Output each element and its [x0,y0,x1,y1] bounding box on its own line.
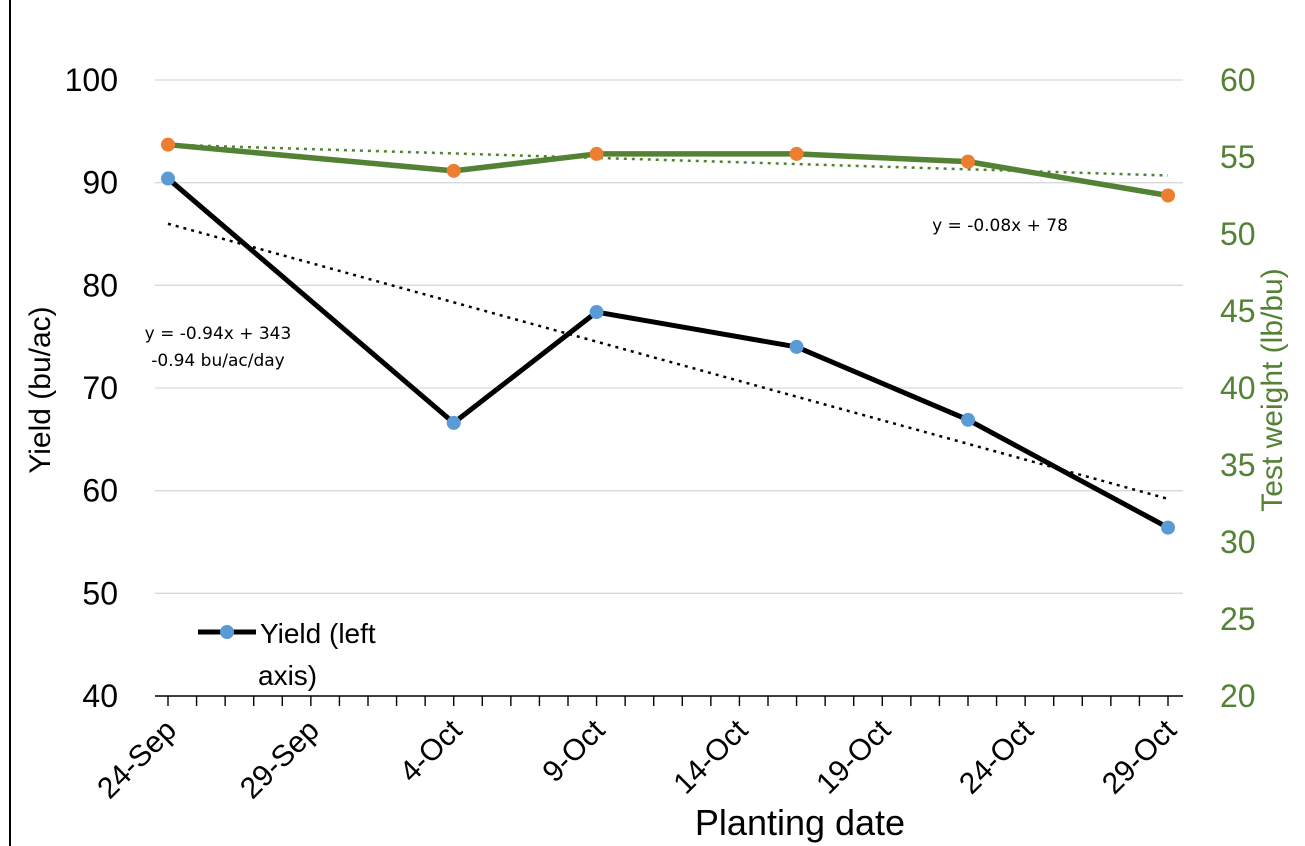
test-weight-line [167,141,1169,199]
yield-trend-rate: -0.94 bu/ac/day [151,351,284,371]
test-weight-point [161,137,175,152]
test-weight-point [1161,188,1175,203]
legend-label-line-1: Yield (left [260,618,376,649]
y-left-tick-label: 90 [82,165,118,201]
y-right-tick-label: 40 [1220,370,1256,406]
legend: Yield (left axis) [198,618,383,691]
yield-point [446,415,461,430]
y-right-axis-title: Test weight (lb/bu) [1256,268,1289,511]
legend-marker-swatch [220,625,234,639]
legend-label-line-2: axis) [258,660,317,691]
axes [155,695,1183,706]
series [161,137,1175,535]
yield-point [789,339,804,354]
yield-line [166,176,1170,530]
y-left-tick-label: 50 [82,575,118,611]
y-right-tick-label: 35 [1220,447,1256,483]
x-axis-title: Planting date [695,802,905,843]
y-left-tick-label: 70 [82,370,118,406]
yield-point [961,412,975,427]
y-left-tick-label: 100 [65,62,118,98]
y-right-tick-label: 25 [1220,601,1256,637]
legend-label: Yield (left axis) [258,618,383,691]
yield-trendline [167,222,1169,501]
y-right-tick-label: 50 [1220,216,1256,252]
y-left-axis-title: Yield (bu/ac) [24,306,57,473]
test-weight-point [446,163,461,178]
test-weight-trendline [167,143,1169,177]
yield-trend-equation: y = -0.94x + 343 [145,324,292,344]
y-left-tick-label: 40 [82,678,118,714]
yield-point [161,171,175,186]
test-weight-point [789,146,804,161]
tw-trend-equation: y = -0.08x + 78 [932,216,1068,236]
y-left-tick-label: 60 [82,473,118,509]
test-weight-point [589,146,604,161]
gridlines [155,79,1183,594]
y-left-tick-label: 80 [82,267,118,303]
test-weight-point [961,154,975,169]
trendlines [167,143,1169,501]
yield-point [589,305,604,320]
yield-point [1161,520,1175,535]
y-right-tick-label: 45 [1220,293,1256,329]
chart-frame [9,0,1305,846]
y-right-tick-label: 55 [1220,139,1256,175]
y-right-tick-label: 20 [1220,678,1256,714]
y-right-tick-label: 60 [1220,62,1256,98]
y-right-tick-label: 30 [1220,524,1256,560]
